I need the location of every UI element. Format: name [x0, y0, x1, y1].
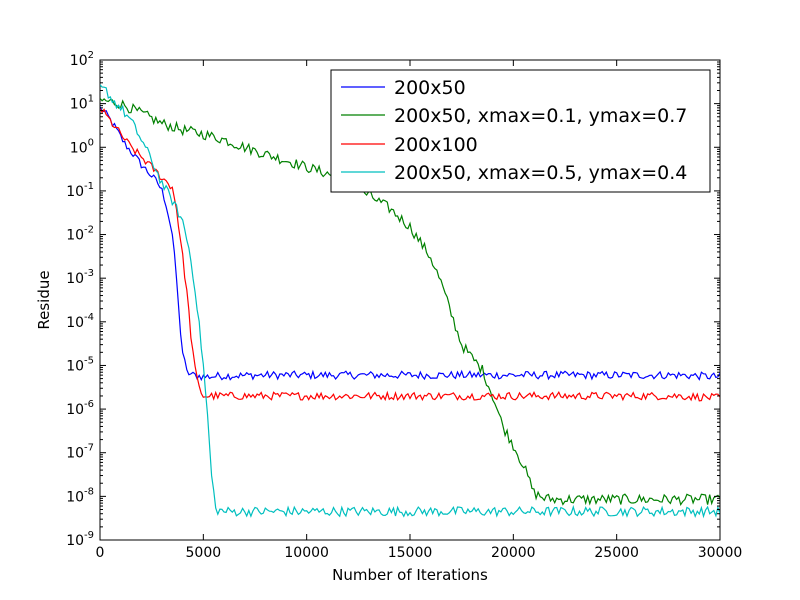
- y-tick-exponent: -2: [84, 225, 94, 236]
- y-tick-label: 10-8: [66, 486, 94, 505]
- y-tick-label: 10-5: [66, 355, 94, 374]
- x-tick-label: 25000: [594, 545, 639, 561]
- y-tick-base: 10: [70, 53, 88, 69]
- legend-label-4: 200x50, xmax=0.5, ymax=0.4: [394, 162, 687, 184]
- y-tick-exponent: -7: [84, 443, 94, 454]
- y-tick-exponent: -5: [84, 355, 94, 366]
- y-tick-exponent: 1: [88, 94, 94, 105]
- y-tick-base: 10: [66, 315, 84, 331]
- y-tick-base: 10: [66, 446, 84, 462]
- y-tick-base: 10: [66, 489, 84, 505]
- y-tick-label: 100: [70, 137, 94, 156]
- y-tick-base: 10: [70, 97, 88, 113]
- y-tick-base: 10: [70, 140, 88, 156]
- y-tick-exponent: -3: [84, 268, 94, 279]
- y-tick-exponent: -9: [84, 530, 94, 541]
- y-tick-label: 10-4: [66, 312, 94, 331]
- y-tick-base: 10: [66, 271, 84, 287]
- y-tick-label: 10-6: [66, 399, 94, 418]
- y-tick-exponent: -1: [84, 181, 94, 192]
- y-tick-base: 10: [66, 358, 84, 374]
- y-tick-base: 10: [66, 228, 84, 244]
- x-tick-label: 15000: [388, 545, 433, 561]
- y-tick-label: 10-3: [66, 268, 94, 287]
- y-tick-exponent: 0: [88, 137, 94, 148]
- x-tick-label: 30000: [698, 545, 743, 561]
- x-tick-label: 10000: [284, 545, 329, 561]
- y-tick-exponent: -6: [84, 399, 94, 410]
- x-axis-title: Number of Iterations: [332, 566, 488, 584]
- y-tick-base: 10: [66, 533, 84, 549]
- tick-layer: 0 5000 10000 15000 20000 25000 300001021011001…: [66, 50, 742, 561]
- y-tick-label: 102: [70, 50, 94, 69]
- legend-box: [330, 69, 711, 193]
- series-layer: [100, 84, 720, 519]
- series-line-1: [100, 106, 720, 382]
- y-tick-label: 10-2: [66, 225, 94, 244]
- legend-label-3: 200x100: [394, 134, 478, 156]
- y-tick-label: 10-9: [66, 530, 94, 549]
- y-tick-label: 101: [70, 94, 94, 113]
- legend: 200x50 200x50, xmax=0.1, ymax=0.7 200x10…: [330, 69, 711, 193]
- y-tick-exponent: -8: [84, 486, 94, 497]
- y-tick-label: 10-1: [66, 181, 94, 200]
- y-tick-base: 10: [66, 184, 84, 200]
- y-tick-label: 10-7: [66, 443, 94, 462]
- legend-label-1: 200x50: [394, 77, 466, 99]
- y-axis-title: Residue: [35, 270, 53, 329]
- legend-label-2: 200x50, xmax=0.1, ymax=0.7: [394, 105, 687, 127]
- series-line-4: [100, 84, 720, 519]
- y-tick-exponent: 2: [88, 50, 94, 61]
- x-tick-label: 5000: [186, 545, 222, 561]
- x-tick-label: 20000: [491, 545, 536, 561]
- series-line-2: [100, 98, 720, 507]
- y-tick-exponent: -4: [84, 312, 94, 323]
- x-tick-label: 0: [96, 545, 105, 561]
- series-line-3: [100, 108, 720, 402]
- y-tick-base: 10: [66, 402, 84, 418]
